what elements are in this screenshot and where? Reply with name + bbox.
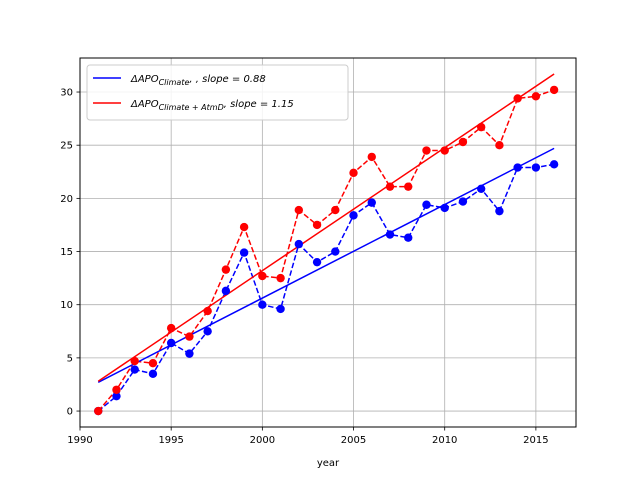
data-point-climate bbox=[458, 197, 468, 206]
data-point-climate bbox=[349, 211, 358, 220]
data-point-climate bbox=[549, 160, 559, 169]
data-point-climate bbox=[276, 304, 285, 314]
data-point-climate bbox=[258, 300, 267, 309]
data-point-climate_atmd bbox=[294, 205, 304, 215]
data-point-climate bbox=[331, 247, 340, 256]
data-point-climate_atmd bbox=[239, 222, 249, 232]
y-tick-label: 0 bbox=[67, 407, 73, 418]
data-point-climate bbox=[148, 369, 158, 379]
x-tick-label: 1995 bbox=[158, 435, 183, 446]
data-point-climate_atmd bbox=[221, 265, 231, 274]
y-tick-label: 5 bbox=[67, 353, 73, 364]
data-point-climate bbox=[404, 233, 413, 242]
data-point-climate_atmd bbox=[367, 152, 376, 162]
legend-box bbox=[86, 64, 349, 121]
data-point-climate bbox=[440, 203, 449, 213]
y-tick-label: 25 bbox=[60, 141, 73, 152]
x-tick-label: 2015 bbox=[523, 435, 548, 446]
data-point-climate bbox=[513, 163, 522, 172]
data-point-climate_atmd bbox=[312, 220, 322, 230]
plot-frame bbox=[79, 57, 577, 428]
data-point-climate bbox=[385, 230, 395, 239]
data-point-climate_atmd bbox=[130, 356, 139, 366]
data-point-climate_atmd bbox=[404, 182, 413, 191]
y-tick-label: 10 bbox=[60, 300, 73, 311]
y-tick-label: 20 bbox=[60, 194, 73, 205]
x-axis: 1990 1995 2000 2005 2010 2015 bbox=[67, 427, 549, 446]
data-point-climate bbox=[367, 198, 376, 207]
x-axis-label: year bbox=[317, 458, 340, 469]
data-point-climate bbox=[531, 163, 541, 172]
data-point-climate_atmd bbox=[166, 323, 176, 333]
x-tick-label: 2010 bbox=[432, 435, 457, 446]
data-point-climate_atmd bbox=[203, 306, 212, 316]
y-tick-label: 15 bbox=[60, 247, 73, 258]
data-point-climate bbox=[185, 349, 194, 358]
x-tick-label: 2005 bbox=[341, 435, 366, 446]
data-point-climate_atmd bbox=[422, 146, 431, 155]
data-point-climate_atmd bbox=[94, 406, 103, 416]
data-point-climate bbox=[203, 327, 212, 336]
series-layer bbox=[94, 73, 559, 416]
data-point-climate_atmd bbox=[458, 137, 468, 147]
data-point-climate_atmd bbox=[331, 205, 340, 215]
data-point-climate bbox=[130, 365, 139, 374]
data-point-climate bbox=[312, 257, 322, 267]
legend-entry-climate: ΔAPOClimate, , slope = 0.88 bbox=[93, 74, 266, 87]
data-point-climate bbox=[495, 206, 504, 216]
legend-entry-climate-atmd: ΔAPOClimate + AtmD, slope = 1.15 bbox=[93, 99, 294, 112]
data-point-climate_atmd bbox=[349, 168, 358, 178]
legend-label-climate-atmd: ΔAPOClimate + AtmD, slope = 1.15 bbox=[130, 99, 294, 112]
legend: ΔAPOClimate, , slope = 0.88 ΔAPOClimate … bbox=[86, 64, 349, 121]
legend-label-climate: ΔAPOClimate, , slope = 0.88 bbox=[130, 74, 266, 87]
data-point-climate bbox=[476, 184, 486, 193]
data-point-climate bbox=[221, 286, 231, 296]
data-point-climate bbox=[294, 239, 304, 249]
data-point-climate_atmd bbox=[385, 182, 395, 191]
data-point-climate_atmd bbox=[495, 140, 504, 150]
data-point-climate_atmd bbox=[276, 273, 285, 283]
data-point-climate_atmd bbox=[185, 332, 194, 341]
data-point-climate_atmd bbox=[258, 271, 267, 281]
y-axis: 0 5 10 15 20 25 30 bbox=[60, 88, 80, 418]
data-point-climate_atmd bbox=[513, 94, 522, 103]
data-point-climate_atmd bbox=[549, 85, 559, 95]
y-tick-label: 30 bbox=[60, 88, 73, 99]
data-point-climate bbox=[422, 200, 431, 209]
data-point-climate_atmd bbox=[148, 358, 158, 368]
data-point-climate bbox=[239, 248, 249, 257]
data-point-climate_atmd bbox=[440, 146, 449, 155]
data-point-climate_atmd bbox=[112, 385, 121, 394]
data-point-climate bbox=[112, 391, 121, 401]
x-tick-label: 2000 bbox=[250, 435, 275, 446]
x-tick-label: 1990 bbox=[67, 435, 92, 446]
data-point-climate_atmd bbox=[531, 92, 541, 101]
data-point-climate bbox=[166, 338, 176, 348]
data-point-climate_atmd bbox=[476, 122, 486, 132]
